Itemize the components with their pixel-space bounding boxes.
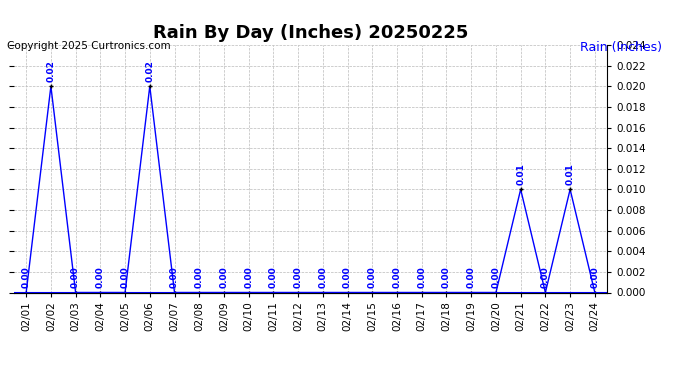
Text: 0.00: 0.00 [170,267,179,288]
Text: 0.00: 0.00 [393,267,402,288]
Text: Rain (Inches): Rain (Inches) [580,41,662,54]
Text: 0.00: 0.00 [417,267,426,288]
Text: 0.01: 0.01 [566,164,575,185]
Text: 0.02: 0.02 [46,60,55,82]
Text: 0.00: 0.00 [491,267,500,288]
Text: 0.00: 0.00 [442,267,451,288]
Text: 0.02: 0.02 [146,60,155,82]
Text: 0.01: 0.01 [516,164,525,185]
Text: 0.00: 0.00 [244,267,253,288]
Text: 0.00: 0.00 [269,267,278,288]
Text: 0.00: 0.00 [71,267,80,288]
Text: Copyright 2025 Curtronics.com: Copyright 2025 Curtronics.com [7,41,170,51]
Text: 0.00: 0.00 [21,267,30,288]
Text: 0.00: 0.00 [96,267,105,288]
Text: 0.00: 0.00 [294,267,303,288]
Text: 0.00: 0.00 [368,267,377,288]
Text: 0.00: 0.00 [541,267,550,288]
Text: 0.00: 0.00 [219,267,228,288]
Text: 0.00: 0.00 [121,267,130,288]
Text: 0.00: 0.00 [466,267,475,288]
Text: 0.00: 0.00 [591,267,600,288]
Title: Rain By Day (Inches) 20250225: Rain By Day (Inches) 20250225 [152,24,469,42]
Text: 0.00: 0.00 [318,267,327,288]
Text: 0.00: 0.00 [195,267,204,288]
Text: 0.00: 0.00 [343,267,352,288]
